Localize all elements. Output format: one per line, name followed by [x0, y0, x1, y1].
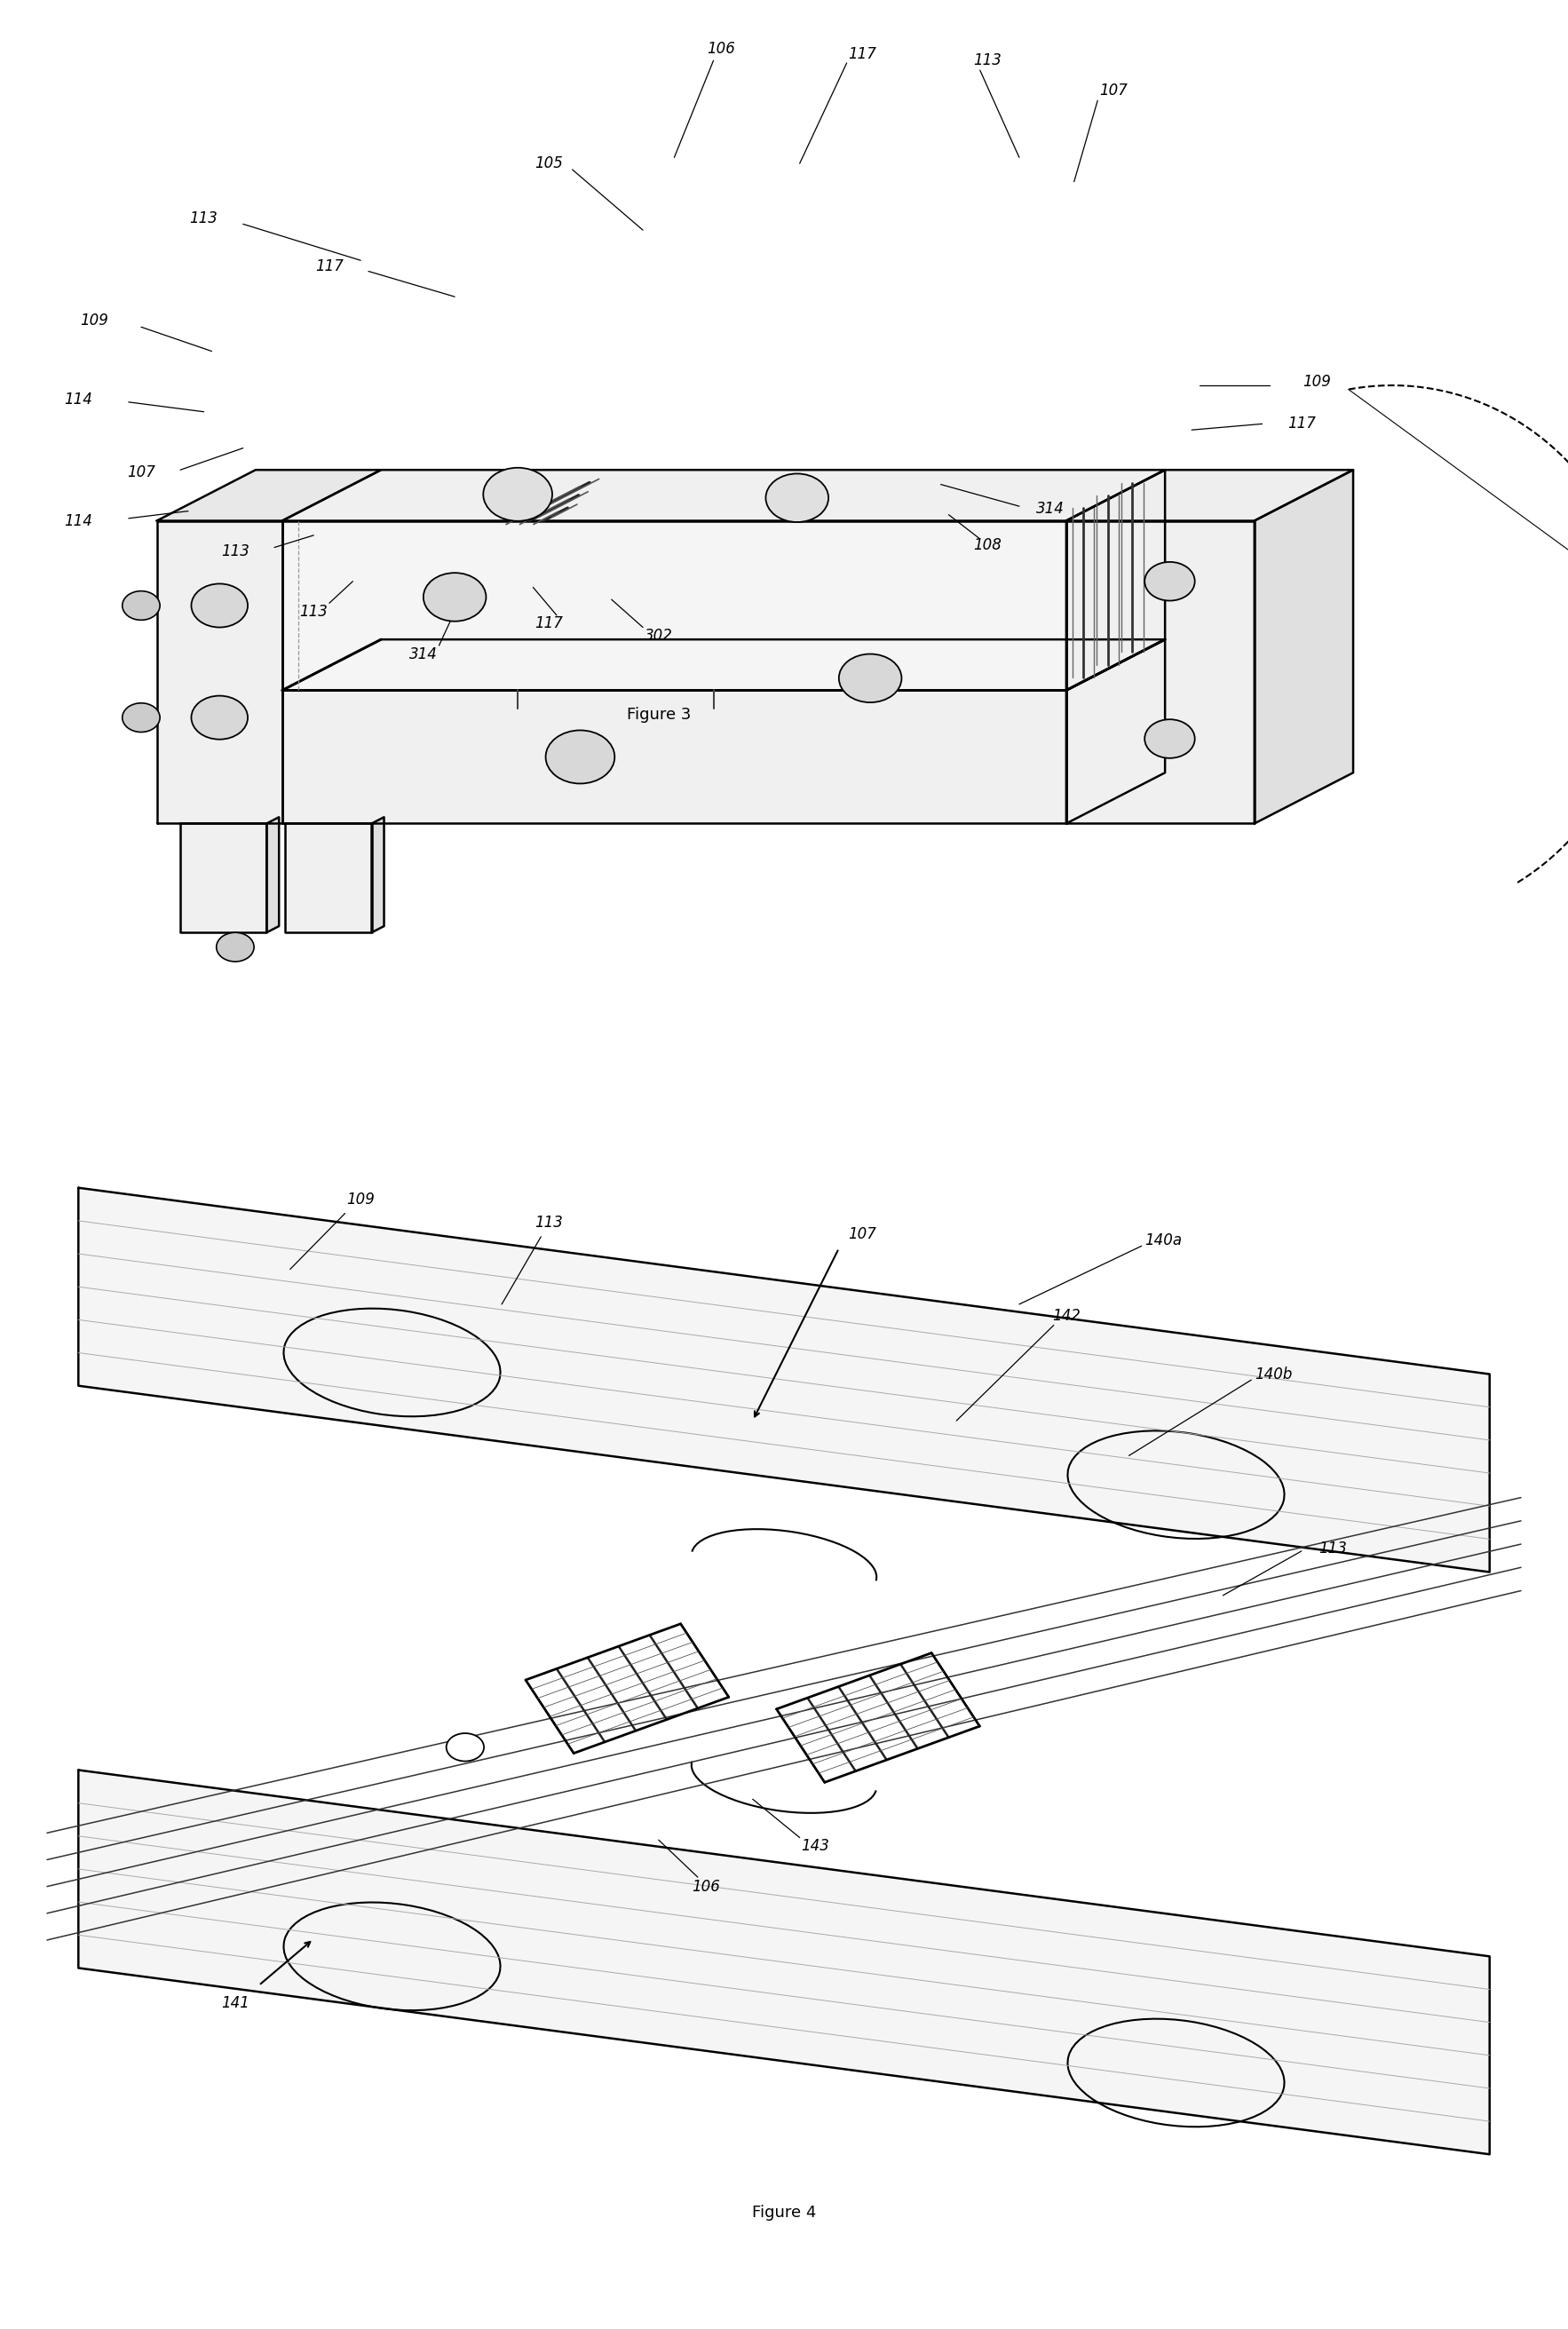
Text: 113: 113: [535, 1216, 563, 1230]
Text: Figure 4: Figure 4: [753, 2206, 815, 2220]
Text: 140b: 140b: [1254, 1367, 1292, 1381]
Text: 113: 113: [221, 543, 249, 559]
Circle shape: [423, 573, 486, 622]
Text: 114: 114: [64, 512, 93, 529]
Circle shape: [1145, 561, 1195, 601]
Polygon shape: [1066, 522, 1254, 824]
Text: 109: 109: [347, 1192, 375, 1206]
Text: 142: 142: [1052, 1309, 1080, 1323]
Polygon shape: [157, 470, 381, 522]
Text: 113: 113: [1319, 1542, 1347, 1556]
Circle shape: [191, 696, 248, 738]
Text: 117: 117: [535, 615, 563, 631]
Text: 314: 314: [409, 645, 437, 661]
Circle shape: [839, 654, 902, 703]
Polygon shape: [267, 817, 279, 932]
Text: 114: 114: [64, 391, 93, 408]
Polygon shape: [282, 689, 1066, 824]
Text: 117: 117: [315, 259, 343, 275]
Text: 106: 106: [707, 40, 735, 56]
Polygon shape: [78, 1770, 1490, 2154]
Text: 302: 302: [644, 629, 673, 643]
Polygon shape: [1066, 640, 1165, 824]
Circle shape: [122, 592, 160, 620]
Polygon shape: [1066, 470, 1353, 522]
Text: 107: 107: [127, 463, 155, 480]
Polygon shape: [157, 522, 282, 824]
Text: 143: 143: [801, 1838, 829, 1854]
Polygon shape: [282, 640, 1165, 689]
Polygon shape: [282, 522, 1066, 689]
Circle shape: [122, 703, 160, 731]
Circle shape: [1145, 720, 1195, 759]
Text: 314: 314: [1036, 501, 1065, 517]
Text: 140a: 140a: [1145, 1232, 1182, 1248]
Text: 109: 109: [80, 312, 108, 328]
Polygon shape: [282, 470, 1165, 522]
Circle shape: [483, 468, 552, 522]
Circle shape: [191, 585, 248, 627]
Text: 117: 117: [1287, 417, 1316, 431]
Polygon shape: [1066, 470, 1165, 689]
Text: 113: 113: [974, 54, 1002, 68]
Text: 105: 105: [535, 156, 563, 172]
Text: 117: 117: [848, 47, 877, 63]
Polygon shape: [1254, 470, 1353, 824]
Circle shape: [216, 932, 254, 962]
Text: 107: 107: [848, 1227, 877, 1241]
Polygon shape: [78, 1188, 1490, 1572]
Text: 141: 141: [221, 1996, 249, 2010]
Text: Figure 3: Figure 3: [627, 706, 690, 722]
Text: 106: 106: [691, 1880, 720, 1893]
Polygon shape: [372, 817, 384, 932]
Circle shape: [546, 731, 615, 783]
Polygon shape: [285, 824, 372, 932]
Text: 108: 108: [974, 538, 1002, 552]
Text: 109: 109: [1303, 373, 1331, 389]
Text: 113: 113: [299, 603, 328, 620]
Text: 107: 107: [1099, 84, 1127, 98]
Polygon shape: [180, 824, 267, 932]
Text: 113: 113: [190, 210, 218, 226]
Circle shape: [447, 1733, 485, 1761]
Circle shape: [765, 473, 828, 522]
